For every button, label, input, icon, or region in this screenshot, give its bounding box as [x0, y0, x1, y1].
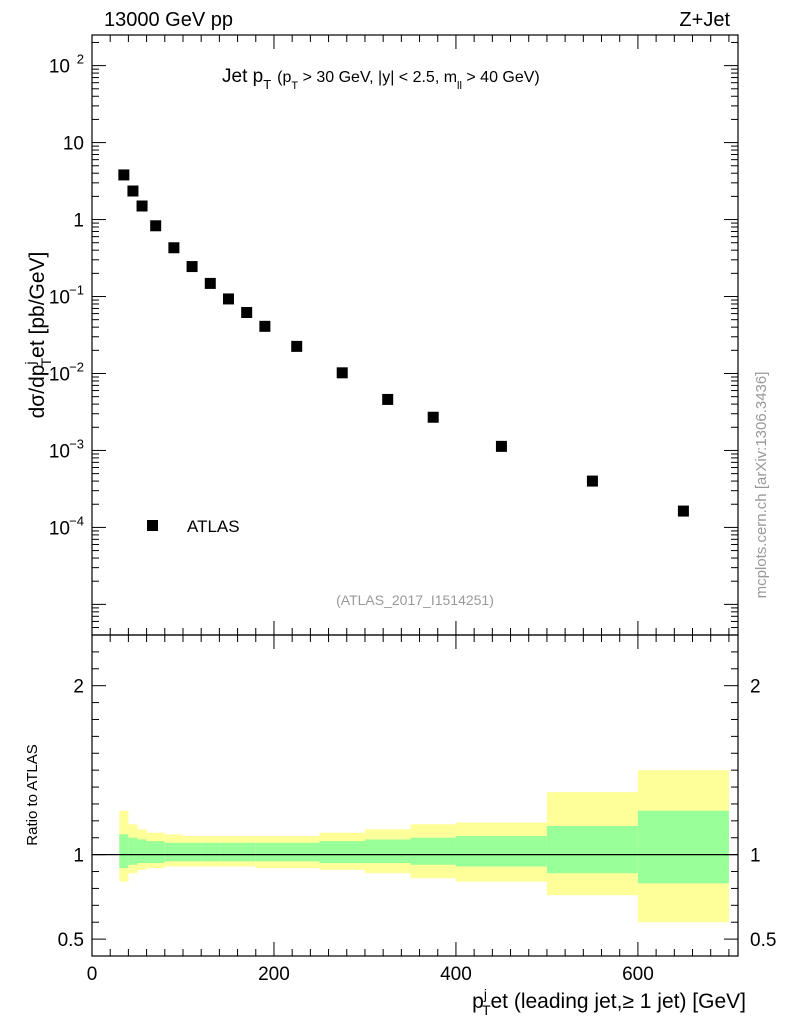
- inner-band: [201, 842, 220, 862]
- inner-band: [255, 842, 274, 862]
- inner-band: [137, 839, 147, 864]
- ratio-y-tick-labels-right: 0.5 1 2: [750, 677, 776, 951]
- inner-band: [237, 842, 256, 862]
- legend-atlas-marker: [147, 520, 158, 531]
- inner-band: [364, 839, 411, 864]
- mcplots-side-label: mcplots.cern.ch [arXiv:1306.3436]: [753, 372, 770, 599]
- ratio-y-tick-label: 1: [73, 846, 84, 867]
- data-point: [136, 200, 148, 212]
- data-point: [150, 220, 162, 232]
- ratio-y-tick-label-right: 0.5: [750, 930, 776, 951]
- y-tick-label: 10: [49, 364, 70, 385]
- inner-band: [319, 841, 365, 864]
- inner-band: [164, 842, 183, 862]
- header-left: 13000 GeV pp: [104, 9, 233, 31]
- ratio-y-axis-label: Ratio to ATLAS: [24, 744, 41, 845]
- analysis-id-annotation: (ATLAS_2017_I1514251): [336, 592, 494, 608]
- y-tick-exponent: −3: [69, 436, 84, 451]
- ratio-y-axis: [92, 651, 738, 940]
- data-point: [586, 475, 598, 487]
- inner-band: [119, 834, 129, 869]
- data-point: [677, 505, 689, 517]
- inner-band: [455, 836, 547, 867]
- data-point: [127, 185, 139, 197]
- ratio-y-tick-labels-left: 0.5 1 2: [58, 677, 84, 951]
- y-tick-exponent: −2: [69, 359, 84, 374]
- data-point: [241, 306, 253, 318]
- data-point: [427, 411, 439, 423]
- x-axis-label: pj Tet (leading jet,≥ 1 jet) [GeV]: [472, 986, 746, 1018]
- main-x-ticks: [91, 35, 730, 635]
- x-tick-label: 600: [622, 964, 654, 985]
- x-tick-label: 400: [440, 964, 472, 985]
- data-point: [495, 440, 507, 452]
- data-point: [168, 242, 180, 254]
- x-tick-labels: 0 200 400 600: [87, 964, 654, 985]
- legend-atlas-label: ATLAS: [187, 517, 240, 536]
- main-title: Jet pT (pT > 30 GeV, |y| < 2.5, mll > 40 …: [222, 66, 540, 92]
- ratio-y-tick-label-right: 1: [750, 846, 761, 867]
- ratio-y-tick-label: 0.5: [58, 930, 84, 951]
- y-tick-exponent: −4: [69, 513, 84, 528]
- ratio-x-ticks: [91, 635, 730, 956]
- ratio-y-tick-label: 2: [73, 677, 84, 698]
- inner-band: [128, 837, 138, 865]
- data-point: [118, 169, 130, 181]
- y-tick-label: 10: [49, 441, 70, 462]
- main-frame: [91, 34, 739, 636]
- x-tick-label: 200: [258, 964, 290, 985]
- inner-band: [182, 842, 202, 862]
- data-point: [186, 261, 198, 273]
- ratio-y-tick-label-right: 2: [750, 677, 761, 698]
- inner-band: [637, 810, 729, 884]
- data-point: [336, 367, 348, 379]
- data-point: [382, 393, 394, 405]
- inner-band: [546, 825, 638, 874]
- y-tick-exponent: 2: [77, 52, 84, 67]
- y-tick-label: 10: [49, 57, 70, 78]
- ratio-panel: 0.5 1 2 0.5 1 2 0 200 400 600 Ratio to ATLAS pj…: [24, 634, 776, 1018]
- data-point: [291, 340, 303, 352]
- data-point: [204, 277, 216, 289]
- y-tick-exponent: −1: [69, 283, 84, 298]
- main-y-axis: [92, 41, 738, 636]
- data-point: [259, 320, 271, 332]
- y-tick-label: 10: [63, 134, 84, 155]
- y-tick-label: 10: [49, 518, 70, 539]
- inner-band: [219, 842, 238, 862]
- y-tick-label: 10: [49, 288, 70, 309]
- data-point: [222, 293, 234, 305]
- atlas-data-points: [118, 169, 689, 517]
- ratio-frame: [91, 634, 739, 957]
- inner-band: [410, 837, 456, 865]
- inner-band: [273, 842, 320, 862]
- ratio-uncertainty-bands: [119, 770, 729, 923]
- main-y-axis-label: dσ/dpjTet [pb/GeV]: [22, 252, 54, 419]
- x-tick-label: 0: [87, 964, 98, 985]
- inner-band: [146, 841, 165, 864]
- y-tick-label: 1: [73, 211, 84, 232]
- header-right: Z+Jet: [679, 9, 730, 31]
